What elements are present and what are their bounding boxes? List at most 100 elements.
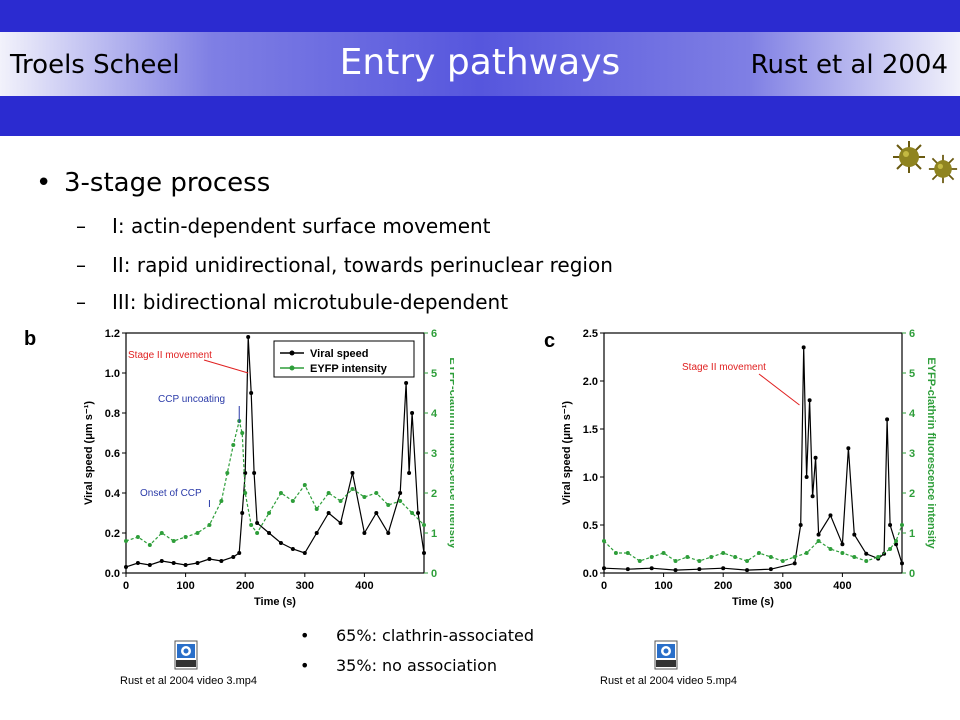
viral-speed-point [900, 561, 904, 566]
viral-speed-point [147, 563, 152, 567]
video-file-icon[interactable] [654, 640, 678, 670]
eyfp-intensity-point [225, 471, 230, 475]
eyfp-intensity-point [267, 511, 272, 515]
viral-speed-point [745, 568, 750, 573]
eyfp-intensity-point [398, 499, 403, 503]
eyfp-intensity-line [603, 524, 903, 562]
viral-speed-point [314, 531, 319, 535]
eyfp-intensity-point [876, 555, 881, 559]
y-tick-label: 2.0 [583, 376, 598, 388]
viral-speed-point [255, 521, 260, 525]
x-tick-label: 300 [296, 580, 314, 592]
eyfp-intensity-point [673, 559, 678, 563]
y2-axis-label: EYFP-clathrin fluorescence intensity [447, 357, 454, 549]
viral-speed-point [673, 568, 678, 573]
legend-marker [289, 350, 295, 356]
y-tick-label: 0.0 [105, 568, 120, 580]
annotation-stage-ii: Stage II movement [128, 350, 212, 361]
viral-speed-point [350, 471, 355, 475]
video-file-icon[interactable] [174, 640, 198, 670]
viral-speed-point [602, 566, 606, 571]
viral-speed-line [125, 336, 425, 568]
y2-tick-label: 6 [431, 328, 437, 340]
y2-tick-label: 2 [909, 488, 915, 500]
eyfp-intensity-point [900, 523, 904, 527]
header-bottom-band [0, 96, 960, 136]
viral-speed-point [816, 532, 821, 537]
viral-speed-point [124, 565, 128, 569]
viral-speed-point [135, 561, 140, 565]
eyfp-intensity-point [721, 551, 726, 555]
viral-speed-point [828, 513, 833, 518]
author-name: Troels Scheel [10, 50, 180, 80]
viral-speed-point [407, 471, 412, 475]
eyfp-intensity-point [864, 559, 869, 563]
viral-speed-point [697, 567, 702, 572]
eyfp-intensity-point [159, 531, 164, 535]
viral-speed-point [183, 563, 188, 567]
viral-speed-point [195, 561, 200, 565]
y2-tick-label: 2 [431, 488, 437, 500]
y2-tick-label: 1 [909, 528, 915, 540]
viral-speed-point [846, 446, 851, 451]
x-tick-label: 100 [654, 580, 672, 592]
viral-speed-point [721, 566, 726, 571]
annotation-onset-ccp: Onset of CCP [140, 488, 202, 499]
eyfp-intensity-point [314, 507, 319, 511]
viral-speed-point [246, 335, 251, 339]
viral-speed-point [386, 531, 391, 535]
viral-speed-point [171, 561, 176, 565]
eyfp-intensity-point [255, 531, 260, 535]
y2-tick-label: 4 [909, 408, 916, 420]
viral-speed-point [267, 531, 272, 535]
video-filename[interactable]: Rust et al 2004 video 5.mp4 [600, 675, 737, 687]
eyfp-intensity-point [637, 559, 642, 563]
eyfp-intensity-point [768, 555, 773, 559]
x-tick-label: 0 [601, 580, 607, 592]
sub-bullet: – III: bidirectional microtubule-dependen… [76, 290, 509, 314]
bullet-main-text: 3-stage process [64, 168, 271, 198]
viral-speed-point [422, 551, 426, 555]
x-tick-label: 200 [714, 580, 732, 592]
eyfp-intensity-point [697, 559, 702, 563]
bullet-main: • 3-stage process [36, 168, 270, 198]
eyfp-intensity-point [613, 551, 618, 555]
eyfp-intensity-point [207, 523, 212, 527]
viral-speed-point [374, 511, 379, 515]
eyfp-intensity-point [338, 499, 343, 503]
viral-speed-point [801, 345, 806, 350]
viral-speed-point [362, 531, 367, 535]
y-tick-label: 0.8 [105, 408, 120, 420]
x-axis-label: Time (s) [732, 596, 774, 608]
eyfp-intensity-point [240, 431, 245, 435]
y2-tick-label: 3 [431, 448, 437, 460]
viral-speed-point [840, 542, 845, 547]
reference-citation: Rust et al 2004 [750, 50, 948, 80]
eyfp-intensity-point [661, 551, 666, 555]
viral-speed-point [625, 567, 630, 572]
eyfp-intensity-point [685, 555, 690, 559]
eyfp-intensity-point [894, 539, 899, 543]
y2-tick-label: 0 [431, 568, 437, 580]
sub-bullet-text: II: rapid unidirectional, towards perinu… [112, 253, 613, 277]
viral-speed-point [338, 521, 343, 525]
eyfp-intensity-point [302, 483, 307, 487]
viral-speed-point [804, 475, 809, 479]
eyfp-intensity-point [183, 535, 188, 539]
viral-speed-point [810, 494, 815, 499]
y-axis-label: Viral speed (μm s⁻¹) [561, 401, 573, 505]
viral-speed-point [159, 559, 164, 563]
video-filename[interactable]: Rust et al 2004 video 3.mp4 [120, 675, 257, 687]
eyfp-intensity-point [888, 547, 893, 551]
sub-bullet: – I: actin-dependent surface movement [76, 214, 491, 238]
sub-bullet-text: I: actin-dependent surface movement [112, 214, 491, 238]
viral-speed-point [888, 523, 893, 527]
virus-icon [893, 141, 925, 173]
viral-speed-point [278, 541, 283, 545]
header-top-band [0, 0, 960, 32]
eyfp-intensity-point [290, 499, 295, 503]
eyfp-intensity-point [124, 539, 128, 543]
viral-speed-point [813, 455, 818, 460]
viral-speed-point [798, 523, 803, 527]
slide-title: Entry pathways [339, 42, 621, 83]
